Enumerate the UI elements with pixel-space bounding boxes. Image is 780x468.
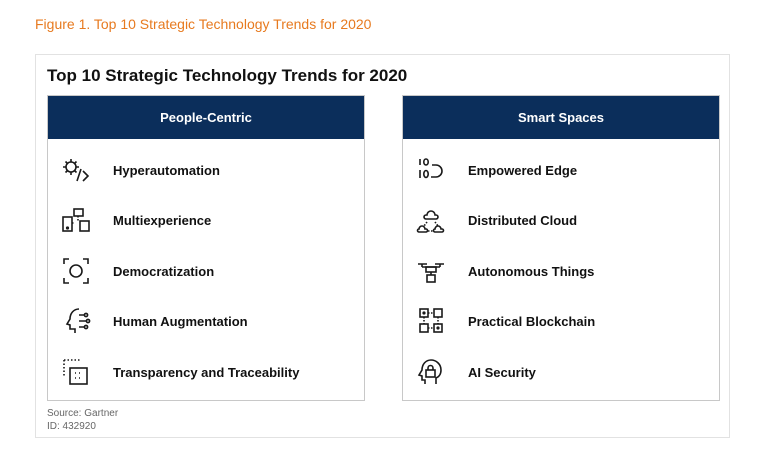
trend-label: Transparency and Traceability xyxy=(113,364,300,380)
trend-label: Hyperautomation xyxy=(113,162,220,178)
trend-label: Empowered Edge xyxy=(468,162,578,178)
trend-label: Multiexperience xyxy=(113,212,212,228)
dotted-box-icon xyxy=(59,357,93,387)
trend-item: Hyperautomation xyxy=(48,152,220,188)
blocks-icon xyxy=(414,306,448,336)
trend-item: Multiexperience xyxy=(48,202,211,238)
drone-icon xyxy=(414,256,448,286)
trend-label: Distributed Cloud xyxy=(468,212,578,228)
source-note: Source: Gartner ID: 432920 xyxy=(47,407,118,433)
trend-item: Autonomous Things xyxy=(403,253,594,289)
trend-item: AI Security xyxy=(403,354,536,390)
trend-label: AI Security xyxy=(468,364,536,380)
trend-item: Distributed Cloud xyxy=(403,202,577,238)
gear-code-icon xyxy=(59,155,93,185)
trend-label: Practical Blockchain xyxy=(468,313,596,329)
figure-caption: Figure 1. Top 10 Strategic Technology Tr… xyxy=(35,16,372,32)
figure-title: Top 10 Strategic Technology Trends for 2… xyxy=(47,66,408,85)
trend-item: Practical Blockchain xyxy=(403,303,595,339)
devices-icon xyxy=(59,205,93,235)
id-line: ID: 432920 xyxy=(47,421,96,432)
trend-item: Empowered Edge xyxy=(403,152,577,188)
trend-label: Democratization xyxy=(113,263,215,279)
binary-edge-icon xyxy=(414,155,448,185)
source-line: Source: Gartner xyxy=(47,408,119,419)
trend-label: Autonomous Things xyxy=(468,263,595,279)
figure-card: Top 10 Strategic Technology Trends for 2… xyxy=(35,54,730,438)
lock-head-icon xyxy=(414,357,448,387)
head-circuit-icon xyxy=(59,306,93,336)
smart-spaces-panel: Smart Spaces Empowered Edge xyxy=(402,95,720,401)
panel-header: People-Centric xyxy=(48,96,364,139)
trend-item: Human Augmentation xyxy=(48,303,248,339)
cloud-network-icon xyxy=(414,205,448,235)
trend-item: Democratization xyxy=(48,253,214,289)
panel-header: Smart Spaces xyxy=(403,96,719,139)
focus-person-icon xyxy=(59,256,93,286)
people-centric-panel: People-Centric Hyperautomation xyxy=(47,95,365,401)
trend-label: Human Augmentation xyxy=(113,313,248,329)
trend-item: Transparency and Traceability xyxy=(48,354,299,390)
